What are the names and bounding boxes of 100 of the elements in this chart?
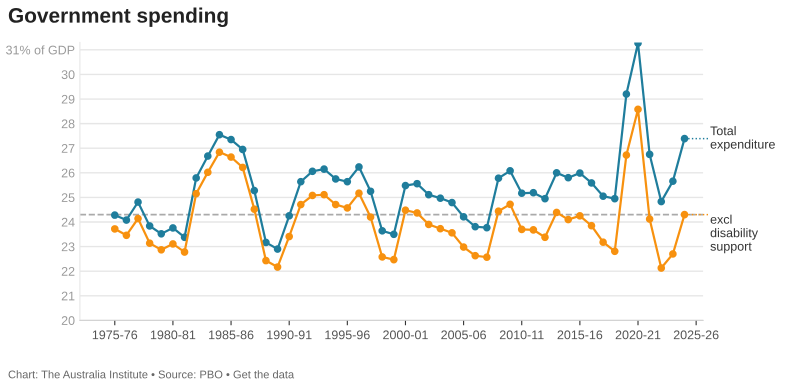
point [216,130,224,139]
point [436,194,444,202]
point [169,224,177,232]
x-tick-label: 2025-26 [674,330,719,340]
point [146,222,154,230]
point [308,192,316,200]
point [390,230,398,238]
point [634,106,642,114]
point [250,205,258,214]
point [552,208,560,216]
point [169,240,177,248]
point [518,226,526,234]
point [494,174,502,182]
point [355,163,363,171]
point [541,194,549,202]
y-tick-label: 20 [62,316,75,326]
point [494,207,502,215]
point [413,180,421,188]
point [262,256,270,264]
point [285,212,294,220]
point [378,227,386,235]
point [238,164,246,172]
point [320,190,328,199]
x-tick-label: 2005-06 [441,330,486,340]
point [355,189,363,198]
point [530,188,538,197]
point [448,229,456,237]
point [204,168,212,176]
text: Chart: The Australia Institute • Source: PBO • Get the data [8,370,294,378]
point [599,238,607,246]
point [110,225,119,233]
y-tick-label: 24 [62,218,75,227]
point [588,179,596,187]
point [122,216,130,224]
point [274,263,282,271]
x-tick-label: 2015-16 [558,330,602,340]
point [424,220,433,228]
point [541,233,549,242]
point [518,189,526,198]
point [646,150,654,158]
point [471,222,480,230]
point [576,169,584,177]
point [216,148,224,156]
point [669,177,677,185]
y-tick-label: 29 [62,94,74,104]
point [297,178,305,186]
point [146,239,154,247]
point [297,200,305,208]
point [285,232,294,240]
x-tick-label: 1975-76 [92,330,138,340]
point [344,178,352,186]
point [192,174,200,182]
point [366,187,374,196]
point [669,250,677,258]
x-tick-label: 2010-11 [500,330,544,340]
point [157,230,166,238]
point [506,167,514,175]
y-tick-label: 21 [62,292,74,300]
point [680,134,688,142]
point [680,210,688,218]
point [402,182,410,190]
point [344,204,352,212]
point [622,151,630,159]
point [424,190,433,199]
point [274,245,282,253]
y-tick-label: 26 [62,168,74,178]
point [413,209,421,217]
point [483,224,491,232]
point [134,214,142,222]
x-tick-label: 2020-21 [616,330,660,340]
y-tick-label: 27 [62,144,74,153]
x-tick-label: 1990-91 [267,330,312,340]
point [622,90,630,98]
point [134,198,142,206]
y-tick-label: 23 [62,242,74,252]
point [262,238,270,246]
point [599,192,607,200]
y-tick-label: 30 [62,70,75,80]
point [332,175,340,183]
x-tick-label: 1980-81 [150,330,196,340]
point [564,216,572,224]
point [320,165,328,173]
point [122,231,130,240]
point [192,190,200,198]
point [180,248,188,256]
point [378,253,386,261]
point [657,264,666,272]
point [610,247,619,256]
point [564,174,572,182]
point [238,146,246,154]
point [471,252,480,260]
point [483,253,491,261]
point [110,211,119,219]
point [448,198,456,206]
legend-label: excl disability support [710,214,758,254]
point [204,152,212,160]
point [460,213,468,221]
point [460,243,468,251]
point [402,206,410,214]
x-tick-label: 2000-01 [383,330,428,340]
